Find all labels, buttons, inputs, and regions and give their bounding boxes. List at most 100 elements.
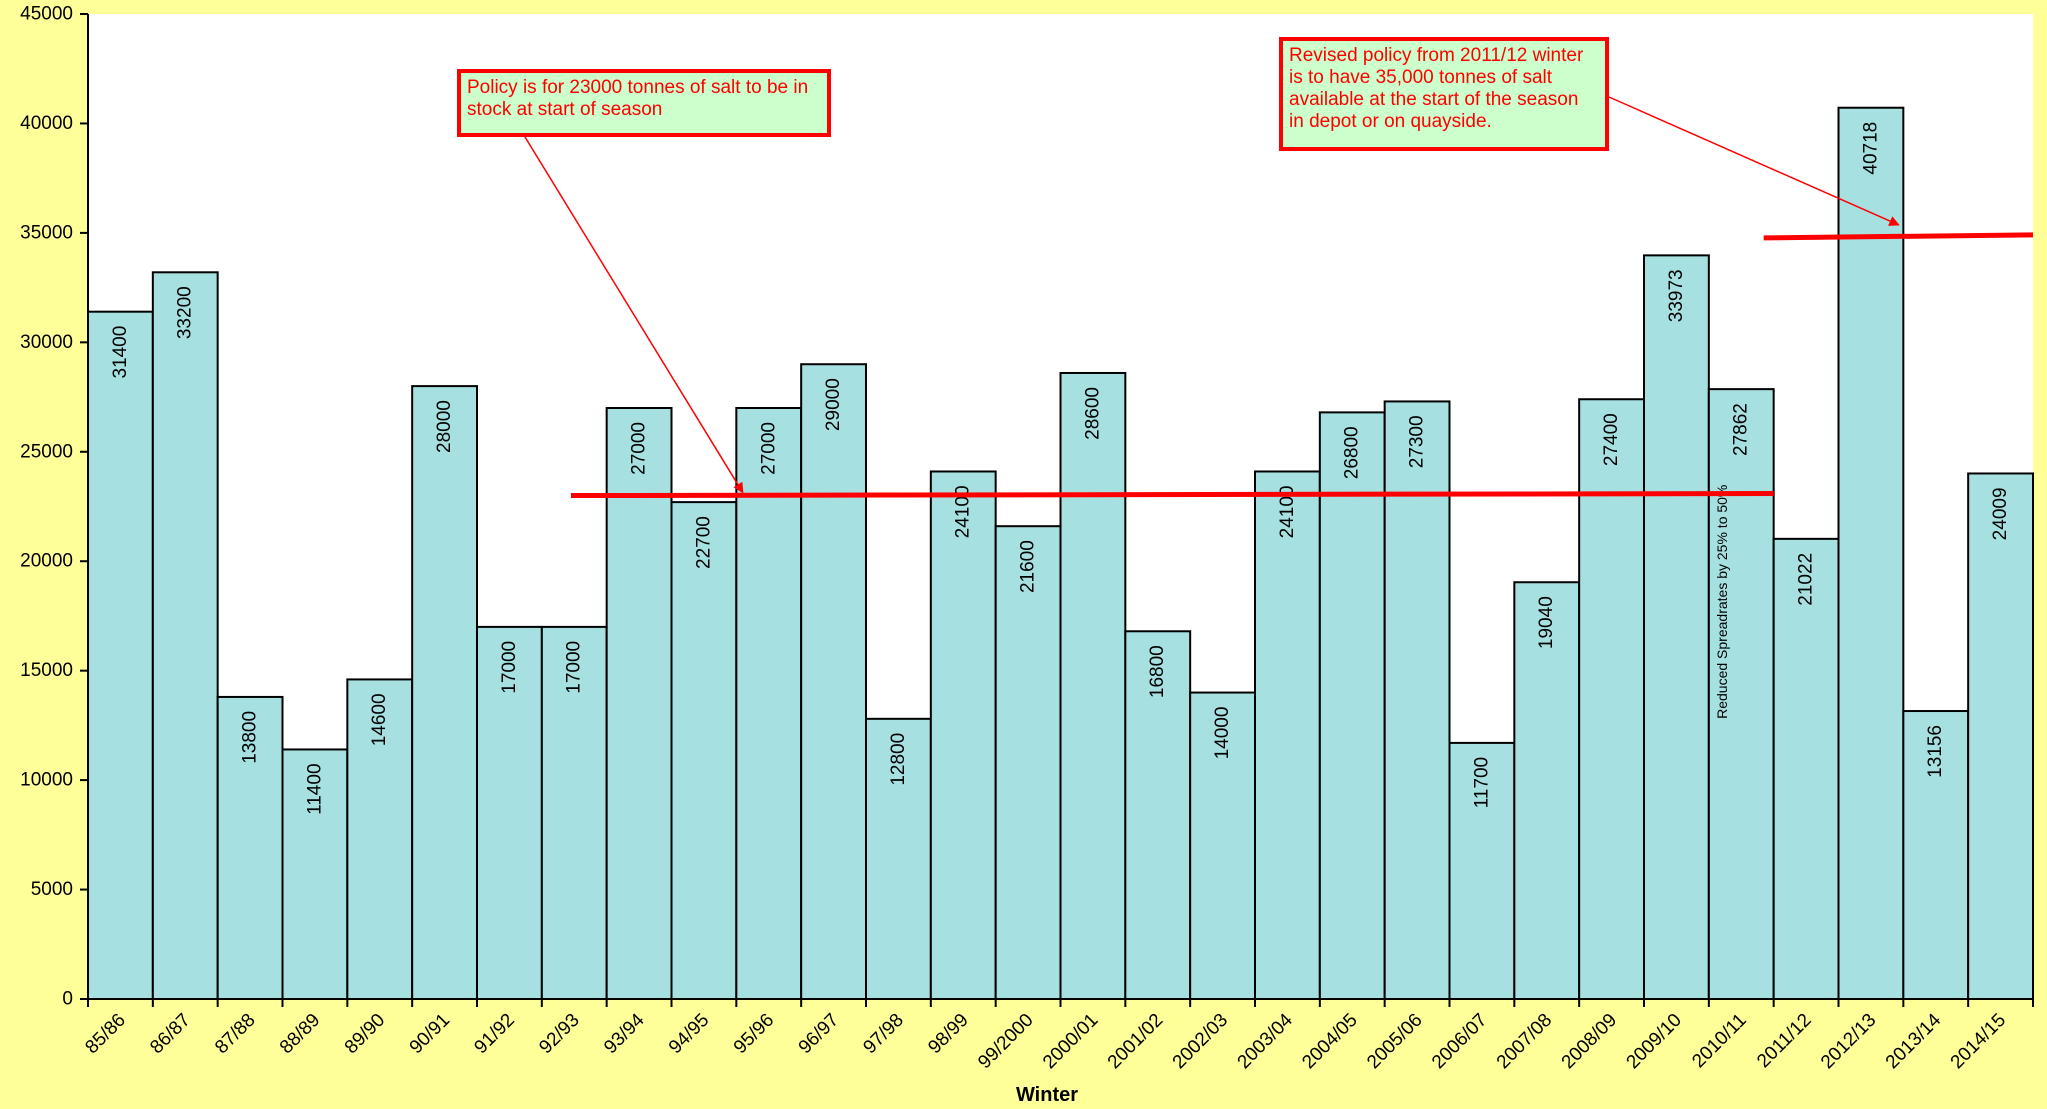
x-tick-label: 2000/01 [1039,1010,1102,1073]
data-label: 14000 [1212,707,1233,760]
bar-2013/14 [1902,710,1970,1000]
data-label: 33200 [175,286,196,339]
bar-86/87 [151,271,219,1000]
x-tick-label: 95/96 [730,1010,778,1058]
bar-87/88 [216,695,284,1001]
bar-91/92 [476,625,543,1001]
annotation-arrow-1 [524,136,744,494]
y-tick-label: 5000 [31,879,73,900]
x-tick-label: 96/97 [795,1010,843,1058]
bar-2004/05 [1318,411,1386,1000]
annotation-arrow-2 [1608,96,1900,226]
data-label: 14600 [369,693,390,746]
y-tick-label: 10000 [20,770,73,791]
data-label: 24100 [953,485,974,538]
data-label: 13156 [1925,725,1946,778]
data-label: 27300 [1407,415,1428,468]
bar-95/96 [735,407,803,1000]
data-label: 11400 [304,763,325,814]
y-tick-label: 30000 [20,332,73,353]
x-tick-label: 94/95 [665,1010,713,1058]
policy-line-35000 [1763,232,2034,241]
bar-2014/15 [1967,472,2034,1000]
bar-97/98 [865,717,932,1000]
data-label: 24009 [1990,487,2011,540]
bar-96/97 [800,363,868,1000]
bars-group: 31400 33200 13800 11400 14600 28000 17000 17000… [87,106,2034,1001]
data-label: 21022 [1796,553,1817,606]
y-tick-label: 15000 [20,660,73,681]
data-label: 27862 [1731,403,1752,456]
data-label: 12800 [888,733,909,786]
x-tick-label: 99/2000 [974,1010,1037,1073]
x-tick-label: 91/92 [470,1010,518,1058]
bar-92/93 [540,625,608,1001]
x-tick-label: 2008/09 [1558,1010,1621,1073]
data-label: 28600 [1082,387,1103,440]
data-label: 22700 [693,516,714,569]
annotation-policy-35000: Revised policy from 2011/12 winter is to… [1279,37,1609,151]
y-tick-label: 0 [62,989,73,1010]
x-tick-label: 2007/08 [1493,1010,1556,1073]
data-label: 24100 [1277,485,1298,538]
x-tick-label: 2011/12 [1753,1010,1815,1072]
data-label: 21600 [1018,540,1039,593]
x-tick-label: 2006/07 [1428,1010,1491,1073]
y-tick-label: 25000 [20,441,73,462]
data-label: 27000 [758,422,779,475]
x-tick-label: 86/87 [146,1010,194,1058]
data-label: 27000 [629,422,650,475]
bar-2012/13 [1837,106,1905,1001]
bar-2009/10 [1643,254,1710,1000]
data-label: 19040 [1536,596,1557,649]
x-tick-label: 2009/10 [1623,1010,1686,1073]
x-tick-label: 90/91 [406,1010,454,1058]
bar-2008/09 [1578,398,1645,1000]
data-label: 27400 [1601,413,1622,466]
x-tick-label: 2012/13 [1817,1010,1880,1073]
bar-90/91 [411,385,478,1001]
bar-2003/04 [1254,470,1321,1000]
annotation-policy-23000: Policy is for 23000 tonnes of salt to be… [457,69,831,137]
data-label: 16800 [1147,645,1168,698]
x-tick-label: 98/99 [924,1010,972,1058]
bar-94/95 [670,501,738,1000]
data-label: 40718 [1860,122,1881,175]
data-label: 11700 [1471,757,1492,808]
y-tick-label: 35000 [20,222,73,243]
x-tick-label: 2002/03 [1169,1010,1232,1073]
x-tick-label: 2014/15 [1947,1010,2010,1073]
x-tick-label: 89/90 [341,1010,389,1058]
bar-2011/12 [1772,537,1840,1001]
x-tick-label: 2013/14 [1882,1009,1946,1073]
data-label: 17000 [564,641,585,694]
data-label: 33973 [1666,269,1687,322]
bar-2005/06 [1383,400,1451,1000]
data-label: 26800 [1342,426,1363,479]
y-tick-label: 45000 [20,4,73,25]
policy-line-23000 [571,491,1774,499]
bar-2000/01 [1059,371,1127,1000]
x-tick-label: 2010/11 [1688,1010,1750,1072]
x-tick-label: 88/89 [276,1010,324,1058]
data-label: 29000 [823,378,844,431]
bar-85/86 [87,310,154,1000]
policy-lines-group [524,96,2034,499]
data-label: 13800 [240,711,261,764]
bar-93/94 [605,407,673,1000]
y-tick-label: 40000 [20,113,73,134]
x-tick-label: 2001/02 [1104,1010,1167,1073]
x-axis-title: Winter [1016,1084,1078,1106]
x-tick-label: 97/98 [859,1010,907,1058]
data-label: 17000 [499,641,520,694]
x-tick-label: 2003/04 [1234,1009,1298,1073]
data-label: 28000 [434,400,455,453]
bar-99/2000 [994,525,1062,1000]
x-tick-label: 92/93 [535,1010,583,1058]
x-tick-label: 2005/06 [1363,1010,1426,1073]
bar-98/99 [929,470,997,1000]
bar-note: Reduced Spreadrates by 25% to 50% [1714,485,1730,719]
x-tick-label: 93/94 [600,1009,649,1058]
y-tick-label: 20000 [20,551,73,572]
